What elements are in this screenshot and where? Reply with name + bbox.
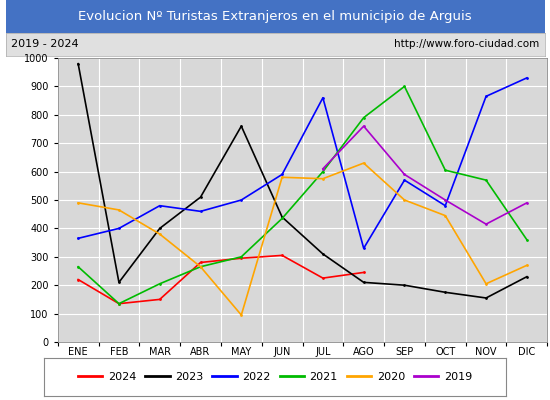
- Text: 2019 - 2024: 2019 - 2024: [11, 39, 79, 49]
- Text: http://www.foro-ciudad.com: http://www.foro-ciudad.com: [394, 39, 539, 49]
- Text: Evolucion Nº Turistas Extranjeros en el municipio de Arguis: Evolucion Nº Turistas Extranjeros en el …: [78, 10, 472, 23]
- Legend: 2024, 2023, 2022, 2021, 2020, 2019: 2024, 2023, 2022, 2021, 2020, 2019: [74, 368, 476, 386]
